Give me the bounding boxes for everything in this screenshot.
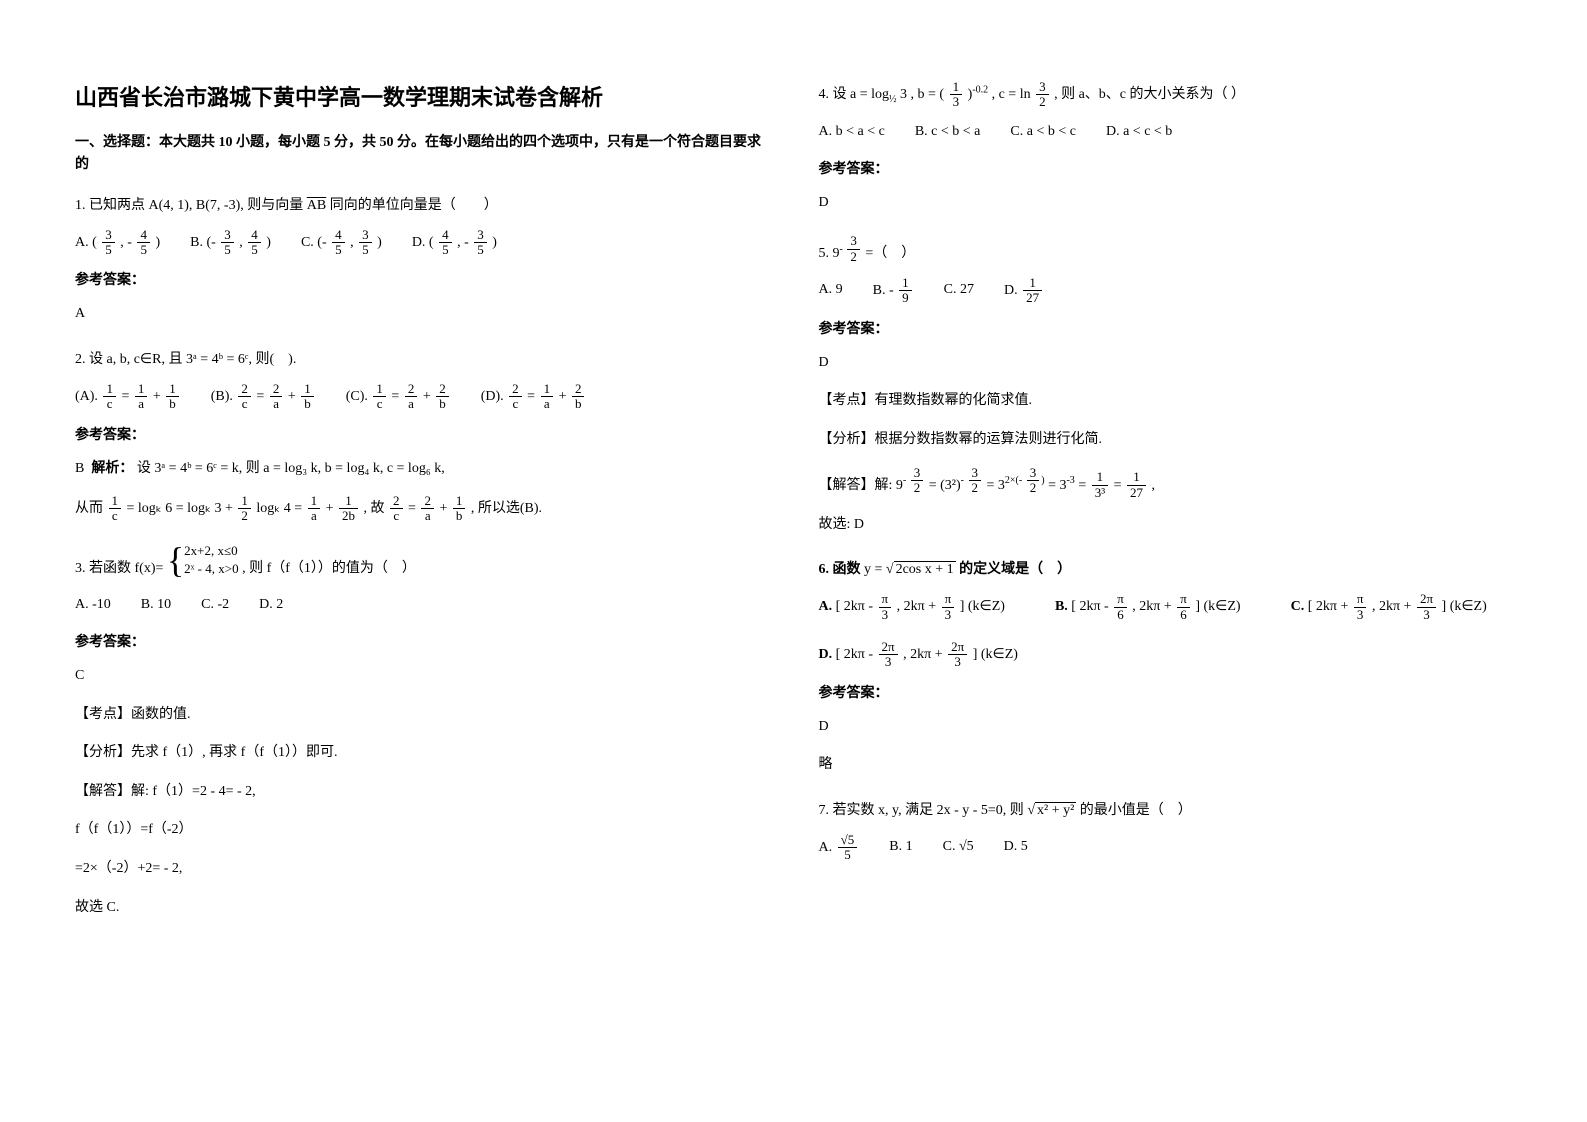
question-2: 2. 设 a, b, c∈R, 且 3ᵃ = 4ᵇ = 6ᶜ, 则( ). (A…: [75, 346, 769, 524]
q2-text: 2. 设 a, b, c∈R, 且 3ᵃ = 4ᵇ = 6ᶜ, 则( ).: [75, 346, 769, 374]
q3-tag3: 【解答】解: f（1）=2 - 4= - 2,: [75, 779, 769, 806]
q3-opt-d: D. 2: [259, 591, 283, 619]
q4-answer-label: 参考答案：: [819, 156, 1513, 184]
q3-line2: f（f（1））=f（-2）: [75, 817, 769, 844]
question-4: 4. 设 a = log½ 3 , b = ( 13 )-0.2 , c = l…: [819, 80, 1513, 216]
q5-opt-d: D. 127: [1004, 276, 1044, 306]
q5-sel: 故选: D: [819, 512, 1513, 539]
q6-opt-d: D. [ 2kπ - 2π3 , 2kπ + 2π3 ] (k∈Z): [819, 640, 1018, 670]
q2-answer-label: 参考答案：: [75, 422, 769, 450]
q1-vec: AB: [307, 198, 326, 213]
q2-opt-d: (D). 2c = 1a + 2b: [481, 382, 587, 412]
q6-options: A. [ 2kπ - π3 , 2kπ + π3 ] (k∈Z) B. [ 2k…: [819, 592, 1513, 669]
q6-answer-label: 参考答案：: [819, 680, 1513, 708]
q6-text: 6. 函数 y = 2cos x + 1 的定义域是（ ）: [819, 556, 1513, 584]
q3-opt-b: B. 10: [141, 591, 171, 619]
q1-answer: A: [75, 301, 769, 328]
question-3: 3. 若函数 f(x)= { 2x+2, x≤0 2ˣ - 4, x>0 , 则…: [75, 542, 769, 921]
q5-options: A. 9 B. - 19 C. 27 D. 127: [819, 276, 1513, 306]
q7-text: 7. 若实数 x, y, 满足 2x - y - 5=0, 则 x² + y² …: [819, 797, 1513, 825]
q6-answer: D: [819, 714, 1513, 741]
q2-answer: B 解析： 设 3ᵃ = 4ᵇ = 6ᶜ = k, 则 a = log₃ k, …: [75, 456, 769, 483]
q4-opt-b: B. c < b < a: [915, 118, 981, 146]
q1-options: A. ( 35 , - 45 ) B. (- 35 , 45 ) C. (- 4…: [75, 228, 769, 258]
q5-tag2: 【分析】根据分数指数幂的运算法则进行化简.: [819, 427, 1513, 454]
q7-options: A. √55 B. 1 C. √5 D. 5: [819, 833, 1513, 863]
q5-opt-a: A. 9: [819, 276, 843, 306]
brace-icon: {: [167, 542, 184, 578]
q3-opt-a: A. -10: [75, 591, 111, 619]
q6-opt-a: A. [ 2kπ - π3 , 2kπ + π3 ] (k∈Z): [819, 592, 1005, 622]
question-7: 7. 若实数 x, y, 满足 2x - y - 5=0, 则 x² + y² …: [819, 797, 1513, 863]
q3-answer-label: 参考答案：: [75, 629, 769, 657]
q3-line4: 故选 C.: [75, 895, 769, 922]
q3-text: 3. 若函数 f(x)= { 2x+2, x≤0 2ˣ - 4, x>0 , 则…: [75, 542, 769, 583]
q4-opt-d: D. a < c < b: [1106, 118, 1172, 146]
q2-opt-a: (A). 1c = 1a + 1b: [75, 382, 181, 412]
q5-opt-b: B. - 19: [873, 276, 914, 306]
q3-options: A. -10 B. 10 C. -2 D. 2: [75, 591, 769, 619]
q2-opt-b: (B). 2c = 2a + 1b: [211, 382, 316, 412]
q1-opt-b: B. (- 35 , 45 ): [190, 228, 271, 258]
q1-text: 1. 已知两点 A(4, 1), B(7, -3), 则与向量 AB 同向的单位…: [75, 192, 769, 220]
left-column: 山西省长治市潞城下黄中学高一数学理期末试卷含解析 一、选择题：本大题共 10 小…: [50, 80, 794, 1042]
q2-options: (A). 1c = 1a + 1b (B). 2c = 2a + 1b (C).…: [75, 382, 769, 412]
q7-opt-b: B. 1: [889, 833, 912, 863]
q1-opt-c: C. (- 45 , 35 ): [301, 228, 382, 258]
q3-answer: C: [75, 663, 769, 690]
q2-opt-c: (C). 1c = 2a + 2b: [346, 382, 451, 412]
q5-opt-c: C. 27: [944, 276, 974, 306]
q5-text: 5. 9- 32 =（ ）: [819, 234, 1513, 268]
q1-opt-a: A. ( 35 , - 45 ): [75, 228, 160, 258]
q4-options: A. b < a < c B. c < b < a C. a < b < c D…: [819, 118, 1513, 146]
q1-text-b: 同向的单位向量是（ ）: [330, 198, 498, 213]
q6-brief: 略: [819, 752, 1513, 779]
question-5: 5. 9- 32 =（ ） A. 9 B. - 19 C. 27 D. 127 …: [819, 234, 1513, 538]
q5-answer: D: [819, 350, 1513, 377]
q5-answer-label: 参考答案：: [819, 316, 1513, 344]
q1-opt-d: D. ( 45 , - 35 ): [412, 228, 497, 258]
q3-tag1: 【考点】函数的值.: [75, 702, 769, 729]
q5-tag1: 【考点】有理数指数幂的化简求值.: [819, 388, 1513, 415]
q7-opt-a: A. √55: [819, 833, 860, 863]
q4-opt-c: C. a < b < c: [1010, 118, 1076, 146]
q2-solve-2: 从而 1c = logₖ 6 = logₖ 3 + 12 logₖ 4 = 1a…: [75, 494, 769, 524]
q1-text-a: 1. 已知两点 A(4, 1), B(7, -3), 则与向量: [75, 198, 303, 213]
question-1: 1. 已知两点 A(4, 1), B(7, -3), 则与向量 AB 同向的单位…: [75, 192, 769, 328]
q7-opt-d: D. 5: [1004, 833, 1028, 863]
q7-opt-c: C. √5: [943, 833, 974, 863]
section-heading: 一、选择题：本大题共 10 小题，每小题 5 分，共 50 分。在每小题给出的四…: [75, 132, 769, 177]
question-6: 6. 函数 y = 2cos x + 1 的定义域是（ ） A. [ 2kπ -…: [819, 556, 1513, 778]
q5-solve: 【解答】解: 9- 32 = (3²)- 32 = 32×(- 32) = 3-…: [819, 466, 1513, 500]
q6-opt-b: B. [ 2kπ - π6 , 2kπ + π6 ] (k∈Z): [1055, 592, 1241, 622]
q3-line3: =2×（-2）+2= - 2,: [75, 856, 769, 883]
q6-opt-c: C. [ 2kπ + π3 , 2kπ + 2π3 ] (k∈Z): [1291, 592, 1487, 622]
right-column: 4. 设 a = log½ 3 , b = ( 13 )-0.2 , c = l…: [794, 80, 1538, 1042]
sqrt-icon: [1027, 803, 1035, 818]
sqrt-icon: [886, 562, 894, 577]
page-title: 山西省长治市潞城下黄中学高一数学理期末试卷含解析: [75, 80, 769, 112]
q4-answer: D: [819, 190, 1513, 217]
q4-text: 4. 设 a = log½ 3 , b = ( 13 )-0.2 , c = l…: [819, 80, 1513, 110]
q4-opt-a: A. b < a < c: [819, 118, 885, 146]
q3-tag2: 【分析】先求 f（1）, 再求 f（f（1））即可.: [75, 740, 769, 767]
q3-opt-c: C. -2: [201, 591, 229, 619]
q1-answer-label: 参考答案：: [75, 267, 769, 295]
